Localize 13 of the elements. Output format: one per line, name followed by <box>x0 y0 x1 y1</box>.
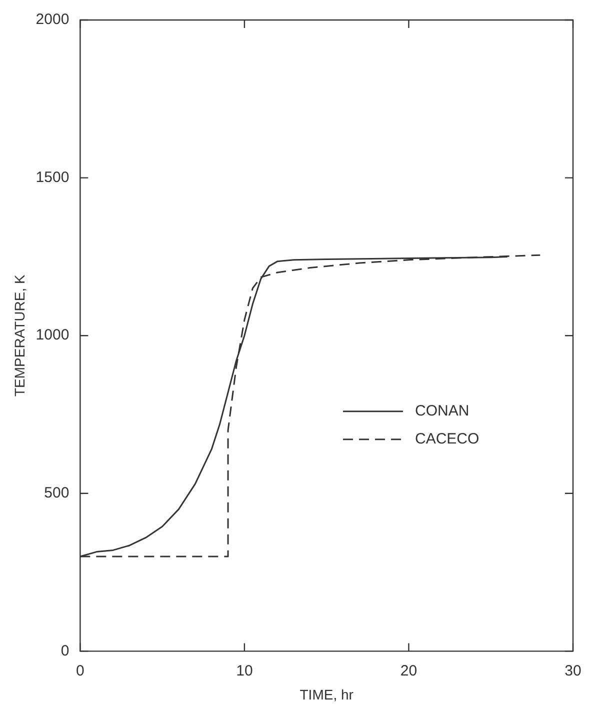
x-tick-label: 20 <box>400 662 418 680</box>
x-axis-title: TIME, hr <box>300 686 354 702</box>
y-tick-label: 2000 <box>36 11 70 28</box>
x-tick-label: 30 <box>564 662 582 680</box>
x-tick-label: 0 <box>76 662 84 680</box>
y-axis-title: TEMPERATURE, K <box>11 274 28 397</box>
y-tick-label: 0 <box>60 642 70 660</box>
y-tick-label: 1500 <box>36 168 70 186</box>
x-tick-label: 10 <box>236 662 253 680</box>
legend-label: CONAN <box>415 402 470 420</box>
y-tick-label: 500 <box>44 484 70 502</box>
legend-label: CACECO <box>415 430 480 448</box>
y-tick-label: 1000 <box>36 326 70 344</box>
